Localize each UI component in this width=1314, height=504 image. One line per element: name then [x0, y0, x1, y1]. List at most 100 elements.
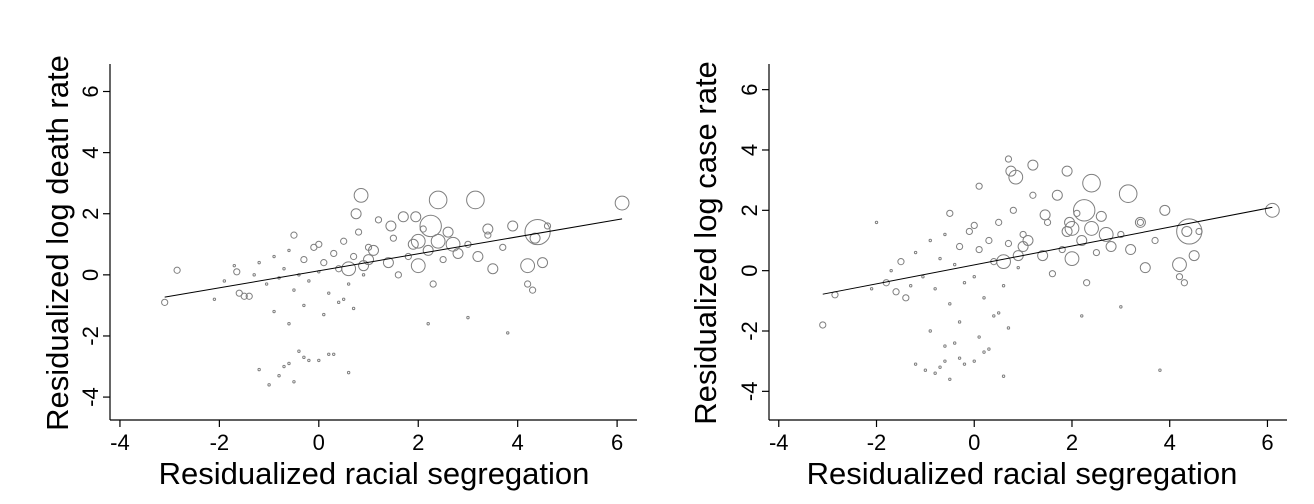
data-point: [1004, 155, 1013, 163]
data-point: [933, 371, 937, 375]
data-point: [267, 383, 271, 387]
data-point: [1072, 199, 1096, 222]
data-point: [819, 321, 827, 329]
data-point: [1181, 225, 1193, 237]
x-tick-label: 4: [1164, 430, 1176, 455]
x-tick-label: 4: [512, 430, 524, 455]
y-tick-label: 2: [78, 208, 103, 220]
data-point: [394, 271, 402, 279]
data-point: [1105, 241, 1117, 253]
data-point: [322, 312, 326, 317]
data-point: [972, 274, 976, 279]
data-point: [507, 220, 519, 232]
data-point: [933, 287, 937, 291]
data-point: [445, 236, 461, 252]
data-point: [307, 279, 311, 283]
data-point: [233, 268, 241, 276]
data-point: [869, 287, 874, 291]
data-point: [928, 329, 932, 333]
data-point: [957, 356, 962, 360]
case-rate-scatter-panel: Residualized racial segregation Residual…: [657, 0, 1314, 504]
data-point: [1151, 236, 1159, 245]
data-point: [874, 220, 879, 225]
x-tick-label: 2: [412, 430, 424, 455]
data-point: [524, 218, 551, 246]
data-point: [374, 216, 383, 224]
data-point: [1016, 265, 1020, 270]
data-point: [520, 258, 536, 274]
data-point: [272, 254, 276, 259]
data-point: [889, 268, 893, 273]
data-point: [272, 309, 276, 314]
data-point: [282, 267, 286, 271]
data-point: [943, 344, 947, 348]
data-point: [1017, 241, 1029, 253]
y-tick-label: 4: [78, 146, 103, 158]
data-point: [1095, 210, 1107, 222]
data-point: [336, 300, 341, 305]
data-point: [252, 273, 256, 277]
data-point: [1119, 305, 1123, 309]
data-point: [245, 292, 253, 300]
data-point: [422, 244, 434, 256]
data-point: [948, 377, 952, 381]
x-tick-label: -4: [769, 430, 789, 455]
data-point: [499, 243, 507, 251]
data-point: [173, 266, 181, 274]
data-point: [902, 294, 910, 302]
data-point: [389, 234, 397, 242]
data-point: [943, 359, 947, 363]
data-point: [407, 238, 419, 250]
data-point: [1027, 159, 1039, 171]
data-point: [524, 280, 532, 288]
data-point: [1092, 248, 1101, 257]
data-point: [327, 291, 331, 295]
data-point: [287, 322, 291, 326]
data-point: [1048, 270, 1057, 278]
data-point: [995, 218, 1003, 226]
data-point: [1125, 244, 1137, 256]
data-point: [354, 228, 363, 236]
x-tick-label: 0: [313, 430, 325, 455]
data-point: [277, 373, 281, 378]
data-point: [410, 233, 426, 249]
data-point: [222, 279, 227, 283]
y-tick-label: 2: [737, 204, 762, 216]
data-point: [528, 286, 537, 294]
data-point: [340, 237, 348, 245]
data-point: [962, 362, 967, 366]
data-point: [350, 252, 358, 261]
data-point: [341, 297, 346, 301]
data-point: [1029, 191, 1037, 199]
data-point: [161, 298, 169, 306]
data-point: [977, 335, 981, 339]
data-point: [1134, 216, 1146, 228]
x-tick-label: 6: [611, 430, 623, 455]
data-point: [484, 231, 492, 239]
data-point: [466, 315, 470, 320]
data-point: [1158, 368, 1162, 372]
data-point: [361, 273, 366, 277]
data-point: [287, 248, 291, 253]
data-point: [235, 289, 243, 297]
data-point: [996, 311, 1001, 315]
x-tick-label: -4: [110, 430, 130, 455]
data-point: [382, 257, 394, 269]
data-point: [368, 244, 379, 256]
data-point: [212, 297, 217, 301]
y-tick-label: -4: [737, 382, 762, 402]
data-point: [353, 187, 369, 203]
data-point: [975, 245, 983, 254]
y-tick-label: -4: [78, 387, 103, 407]
data-point: [1058, 245, 1066, 254]
data-point: [1180, 279, 1188, 287]
data-point: [982, 296, 986, 300]
x-tick-label: 0: [968, 430, 980, 455]
data-point: [1136, 218, 1144, 226]
data-point: [1118, 184, 1138, 204]
data-point: [952, 341, 957, 345]
x-tick-label: 2: [1066, 430, 1078, 455]
y-tick-label: 6: [78, 85, 103, 97]
data-point: [897, 258, 905, 266]
data-point: [1064, 221, 1080, 236]
